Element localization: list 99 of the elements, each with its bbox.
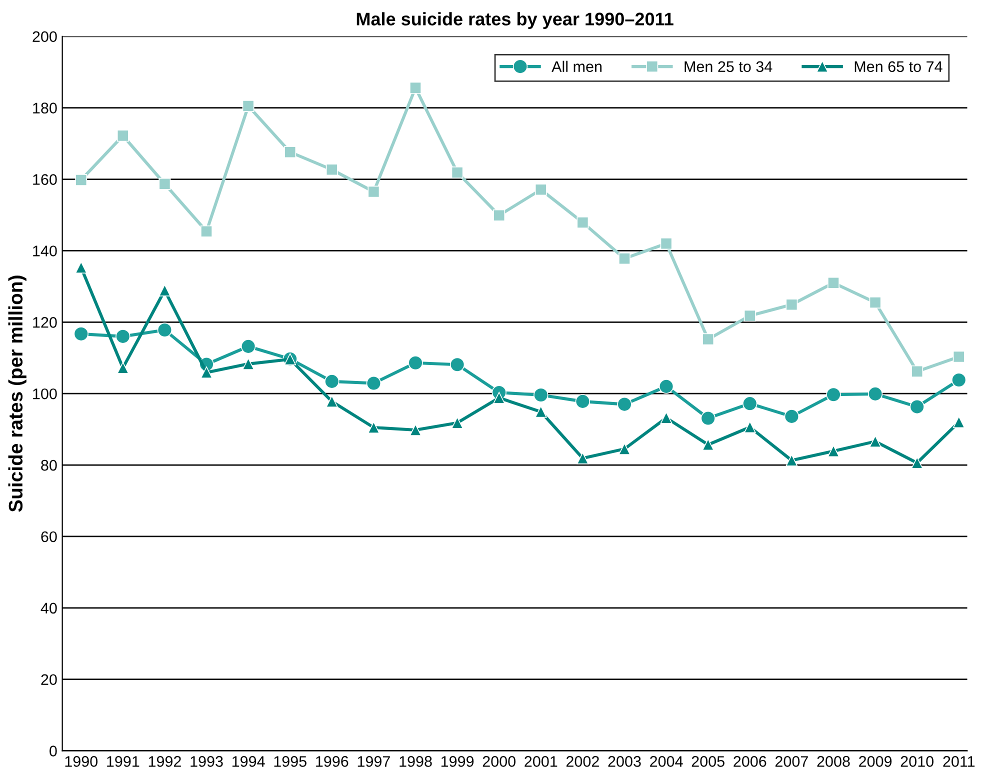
y-tick-label: 80 [41, 460, 57, 471]
point [368, 186, 380, 198]
point [242, 100, 254, 112]
point [702, 333, 714, 346]
x-tick-label: 2008 [817, 756, 850, 767]
x-tick-label: 2003 [608, 756, 641, 767]
x-tick-label: 1994 [232, 756, 265, 767]
point [784, 409, 800, 424]
x-tick-label: 1990 [65, 756, 98, 767]
y-tick-label: 100 [33, 388, 57, 400]
point [75, 174, 88, 186]
legend-label: All men [552, 60, 602, 72]
point [158, 178, 171, 190]
point [534, 406, 547, 418]
chart-title: Male suicide rates by year 1990–2011 [356, 12, 674, 30]
point [828, 276, 840, 289]
y-tick-label: 160 [33, 174, 57, 185]
x-tick-label: 2011 [943, 756, 975, 767]
point [869, 296, 882, 308]
point [450, 357, 465, 372]
point [618, 252, 630, 265]
point [952, 350, 965, 363]
y-axis-title: Suicide rates (per million) [8, 276, 26, 512]
x-tick-label: 2000 [482, 756, 516, 767]
point [242, 358, 254, 370]
point [576, 216, 589, 228]
x-tick-label: 2005 [692, 756, 724, 767]
point [116, 130, 129, 142]
point [617, 396, 632, 412]
x-tick-label: 1997 [358, 756, 390, 767]
point [240, 339, 256, 354]
point [702, 438, 714, 451]
point [742, 396, 758, 411]
point [786, 454, 798, 466]
point [410, 82, 422, 94]
point [660, 412, 672, 424]
x-tick-label: 1996 [316, 756, 348, 767]
x-tick-label: 1995 [274, 756, 306, 767]
point [200, 225, 212, 238]
point [493, 392, 506, 404]
y-tick-label: 140 [33, 246, 57, 256]
point [157, 322, 172, 338]
point [828, 445, 840, 458]
point [410, 424, 422, 436]
point [324, 374, 340, 389]
point [366, 376, 382, 391]
y-tick-label: 120 [33, 317, 57, 328]
point [952, 372, 966, 388]
point [326, 395, 338, 408]
x-tick-label: 1999 [441, 756, 474, 767]
point [826, 387, 841, 402]
x-tick-label: 2006 [734, 756, 766, 767]
y-tick-label: 0 [50, 746, 57, 756]
y-tick-label: 60 [41, 531, 57, 542]
x-tick-label: 1993 [190, 756, 223, 767]
x-tick-label: 2010 [900, 756, 934, 767]
point [116, 362, 129, 374]
point [658, 379, 674, 394]
x-tick-label: 2002 [566, 756, 599, 767]
point [576, 452, 589, 464]
point [575, 394, 590, 409]
y-tick-label: 200 [32, 31, 57, 42]
point [744, 310, 756, 322]
point [451, 166, 464, 178]
point [75, 262, 88, 274]
x-tick-label: 2004 [650, 756, 683, 767]
x-tick-label: 1998 [400, 756, 432, 767]
y-tick-label: 40 [40, 602, 57, 614]
point [116, 329, 130, 344]
point [700, 410, 716, 426]
x-tick-label: 2009 [859, 756, 892, 767]
point [660, 238, 672, 250]
point [911, 456, 924, 469]
point [869, 435, 882, 448]
point [493, 209, 506, 222]
point [368, 422, 380, 434]
y-tick-label: 20 [41, 674, 57, 686]
point [868, 386, 883, 402]
x-tick-label: 1992 [148, 756, 181, 767]
point [408, 355, 423, 370]
point [74, 326, 88, 342]
point [786, 298, 798, 311]
y-tick-label: 180 [33, 102, 57, 114]
legend-label: Men 25 to 34 [684, 61, 772, 72]
point [451, 416, 464, 429]
point [952, 416, 965, 428]
point [534, 184, 547, 196]
x-tick-label: 2001 [524, 756, 558, 767]
legend-label: Men 65 to 74 [854, 61, 942, 72]
point [911, 365, 924, 378]
point [744, 421, 756, 434]
point [910, 399, 924, 414]
point [534, 388, 548, 402]
point [284, 146, 296, 158]
x-tick-label: 1991 [107, 756, 140, 767]
point [200, 366, 212, 378]
point [326, 164, 338, 176]
point [158, 284, 171, 296]
x-tick-label: 2007 [775, 756, 808, 767]
